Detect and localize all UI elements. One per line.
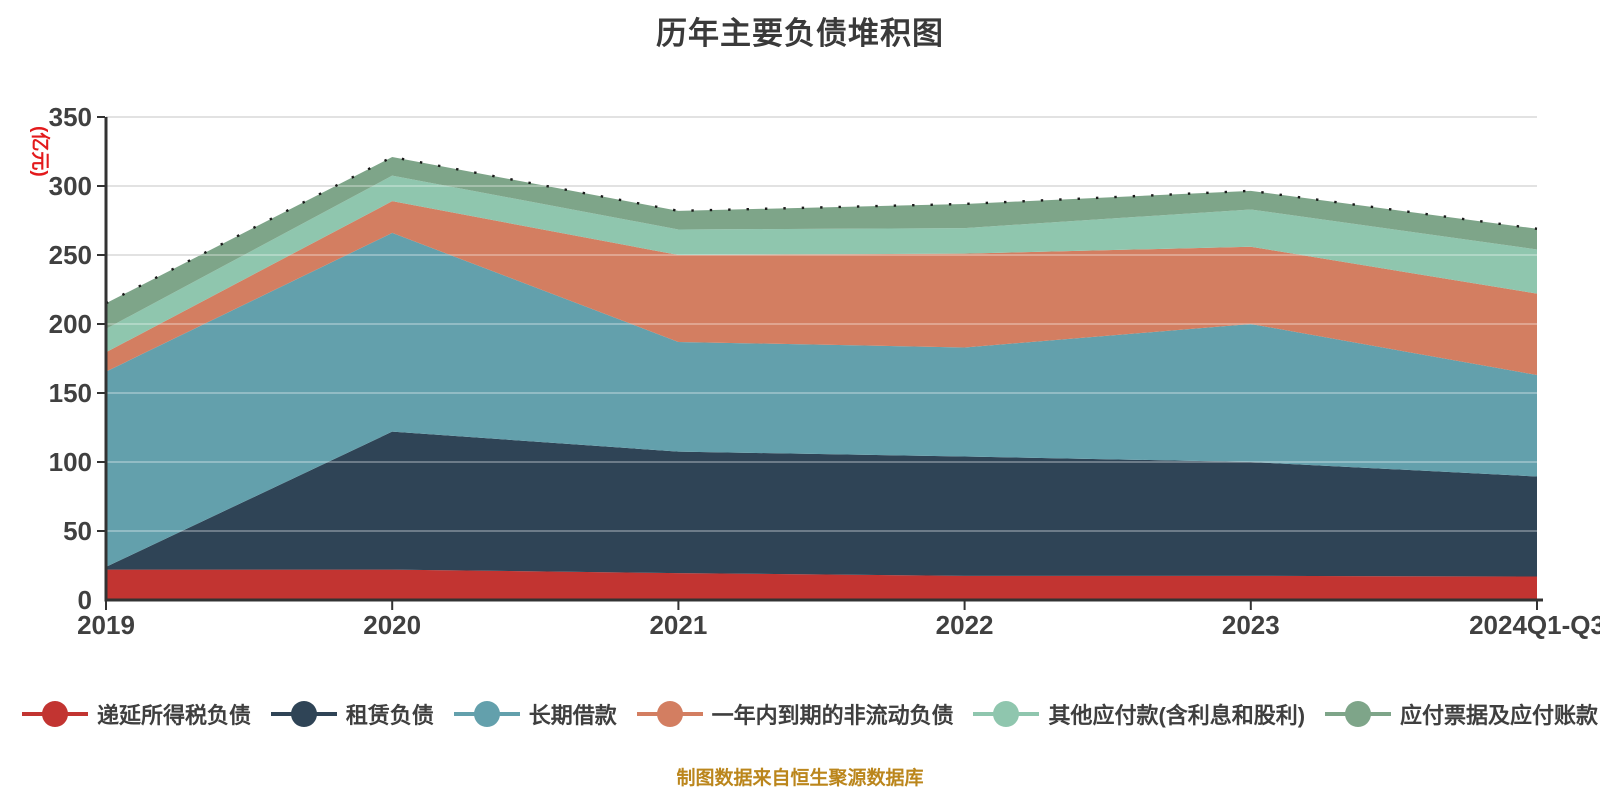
legend-item-0[interactable]: 递延所得税负债 [22,698,251,730]
legend-label: 长期借款 [528,703,617,728]
x-tick-label: 2022 [936,610,994,640]
y-tick-label: 250 [49,240,92,270]
y-tick-label: 150 [49,378,92,408]
legend-marker-icon [1324,701,1391,727]
legend-item-3[interactable]: 一年内到期的非流动负债 [636,698,954,730]
y-axis-unit-label: (亿元) [29,126,52,177]
x-tick-label: 2024Q1-Q3 [1469,610,1600,640]
y-tick-label: 50 [63,516,92,546]
area-series-2 [106,232,1537,567]
legend-label: 应付票据及应付账款 [1399,703,1598,728]
area-series-5 [106,157,1537,329]
legend-item-5[interactable]: 应付票据及应付账款 [1324,698,1598,730]
legend-item-2[interactable]: 长期借款 [453,698,617,730]
area-series-0 [106,569,1537,600]
data-source-note: 制图数据来自恒生聚源数据库 [676,768,924,789]
x-tick-label: 2020 [363,610,421,640]
chart-title: 历年主要负债堆积图 [656,16,944,51]
x-tick-label: 2023 [1222,610,1280,640]
y-tick-label: 100 [49,447,92,477]
legend-marker-icon [973,701,1040,727]
area-series-1 [106,431,1537,577]
y-tick-label: 350 [49,102,92,132]
y-tick-label: 0 [78,585,92,615]
legend-label: 租赁负债 [345,703,434,728]
stacked-area-plot: 0 50 100 150 200 250 300 350 2019 2020 2021 2022 202… [29,102,1600,640]
legend-marker-icon [22,701,88,727]
legend-label: 其他应付款(含利息和股利) [1048,703,1306,728]
y-tick-label: 200 [49,309,92,339]
legend-item-1[interactable]: 租赁负债 [270,698,434,730]
area-series-3 [106,201,1537,376]
x-tick-label: 2019 [77,610,135,640]
stack-total-dotted-line [105,155,1538,305]
legend: 递延所得税负债 租赁负债 长期借款 一年内到期的非流动负债 其他应付款(含利息和股利) 应… [22,692,1598,736]
legend-marker-icon [270,701,337,727]
legend-label: 递延所得税负债 [97,703,252,728]
x-tick-label: 2021 [649,610,707,640]
legend-item-4[interactable]: 其他应付款(含利息和股利) [973,698,1305,730]
area-series-4 [106,175,1537,353]
legend-marker-icon [636,701,703,727]
y-tick-label: 300 [49,171,92,201]
legend-marker-icon [453,701,520,727]
legend-label: 一年内到期的非流动负债 [711,703,954,728]
